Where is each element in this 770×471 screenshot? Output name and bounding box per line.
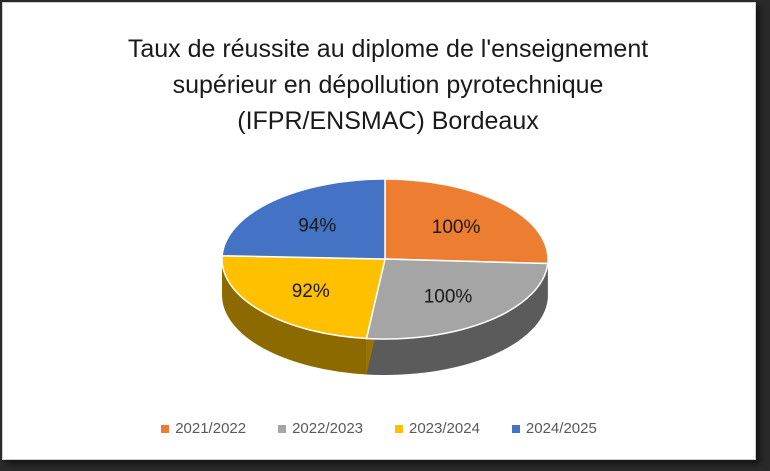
chart-card: Taux de réussite au diplome de l'enseign… xyxy=(2,2,756,460)
data-label-2021-2022: 100% xyxy=(432,217,481,238)
legend-label-2024-2025: 2024/2025 xyxy=(525,420,597,437)
chart-title: Taux de réussite au diplome de l'enseign… xyxy=(63,31,713,139)
legend-label-2023-2024: 2023/2024 xyxy=(409,420,480,437)
legend-swatch-2023-2024 xyxy=(395,424,403,433)
legend-swatch-2021-2022 xyxy=(161,424,170,433)
pie-slice-2023-2024 xyxy=(221,254,386,340)
chart-title-line-3: (IFPR/ENSMAC) Bordeaux xyxy=(237,107,539,135)
legend-item-2021-2022: 2021/2022 xyxy=(161,420,246,437)
pie-slice-2022-2023 xyxy=(365,258,549,340)
chart-title-line-1: Taux de réussite au diplome de l'enseign… xyxy=(127,35,649,63)
pie-slice-2024-2025 xyxy=(221,178,386,260)
pie-chart: 100% 100% 92% 94% xyxy=(221,178,549,375)
data-label-2023-2024: 92% xyxy=(292,281,330,302)
data-label-2024-2025: 94% xyxy=(298,215,336,236)
legend-item-2024-2025: 2024/2025 xyxy=(511,420,597,437)
legend-label-2021-2022: 2021/2022 xyxy=(175,420,247,437)
legend-swatch-2024-2025 xyxy=(511,424,520,433)
data-label-2022-2023: 100% xyxy=(424,287,473,308)
pie-side-2023-2024 xyxy=(222,259,367,375)
pie-side-2022-2023 xyxy=(366,263,548,375)
legend-item-2023-2024: 2023/2024 xyxy=(395,420,480,437)
chart-legend: 2021/2022 2022/2023 2023/2024 2024/2025 xyxy=(3,420,755,437)
legend-swatch-2022-2023 xyxy=(278,424,287,433)
pie-slice-2021-2022 xyxy=(384,178,549,265)
legend-item-2022-2023: 2022/2023 xyxy=(278,420,363,437)
pie-data-labels: 100% 100% 92% 94% xyxy=(292,215,481,307)
legend-label-2022-2023: 2022/2023 xyxy=(292,420,363,437)
chart-title-line-2: supérieur en dépollution pyrotechnique xyxy=(172,71,604,99)
pie-top xyxy=(221,178,549,340)
